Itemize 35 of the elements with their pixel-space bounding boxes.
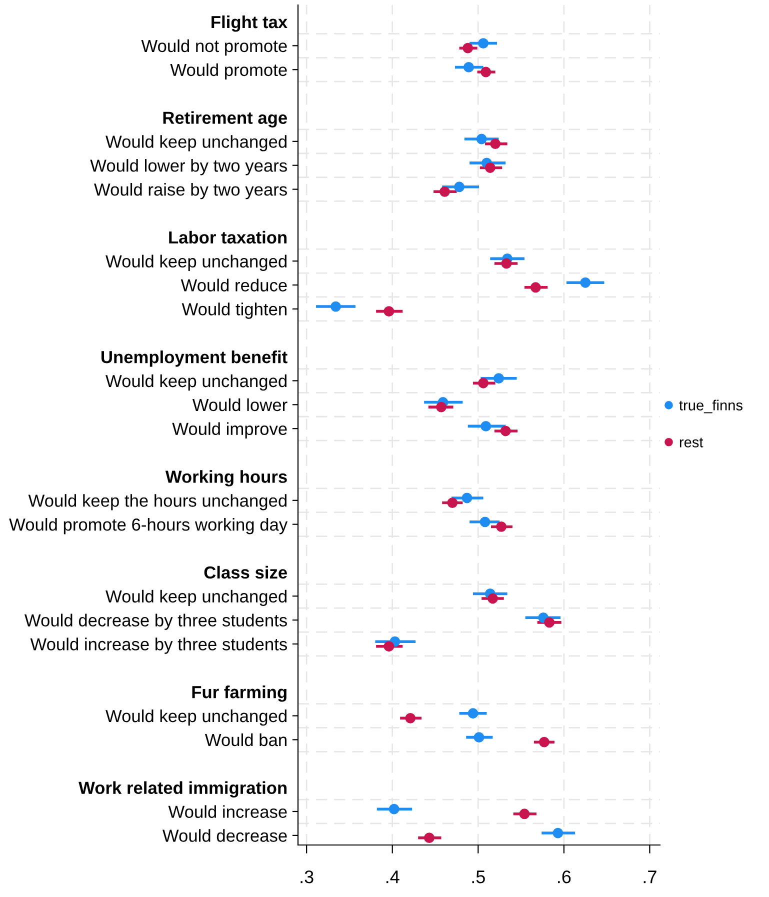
y-tick-label: Would increase <box>168 805 287 818</box>
y-tick-label: Retirement age <box>163 111 287 128</box>
y-tick-label: Unemployment benefit <box>102 350 288 367</box>
y-tick-label: Would decrease <box>162 829 287 842</box>
y-tick-label: Would promote 6-hours working day <box>9 518 288 534</box>
y-tick-label: Fur farming <box>192 686 286 702</box>
y-tick-label: Working hours <box>165 470 287 486</box>
y-tick-label: Flight tax <box>212 15 288 32</box>
y-tick-label: Would keep unchanged <box>106 374 286 391</box>
y-tick-label: Would keep unchanged <box>106 590 286 606</box>
y-tick-label: Work related immigration <box>78 781 287 798</box>
y-tick-label: Would raise by two years <box>94 182 287 200</box>
y-tick-label: Would keep unchanged <box>106 135 286 152</box>
legend-label: rest <box>680 438 704 448</box>
y-tick-label: Would promote <box>170 63 287 80</box>
y-tick-label: Would not promote <box>141 39 287 56</box>
y-tick-label: Class size <box>204 566 287 579</box>
x-tick-label: .7 <box>644 870 656 884</box>
legend-label: true_finns <box>679 400 742 414</box>
y-tick-label: Would keep the hours unchanged <box>28 494 286 510</box>
y-tick-label: Would reduce <box>180 278 287 292</box>
x-tick-label: .4 <box>386 870 400 884</box>
x-tick-label: .3 <box>300 870 314 884</box>
y-tick-label: Would keep unchanged <box>106 254 286 271</box>
y-tick-label: Would increase by three students <box>30 638 287 654</box>
y-tick-label: Would ban <box>204 733 286 746</box>
y-tick-label: Would improve <box>172 422 287 438</box>
y-tick-label: Labor taxation <box>169 230 287 244</box>
y-tick-label: Would tighten <box>182 302 286 319</box>
y-tick-label: Would lower <box>192 398 288 412</box>
y-tick-label: Would lower by two years <box>90 159 287 176</box>
x-tick-label: .6 <box>558 870 571 884</box>
y-tick-label: Would decrease by three students <box>24 614 287 630</box>
y-tick-label: Would keep unchanged <box>106 709 286 726</box>
x-tick-label: .5 <box>472 870 485 884</box>
